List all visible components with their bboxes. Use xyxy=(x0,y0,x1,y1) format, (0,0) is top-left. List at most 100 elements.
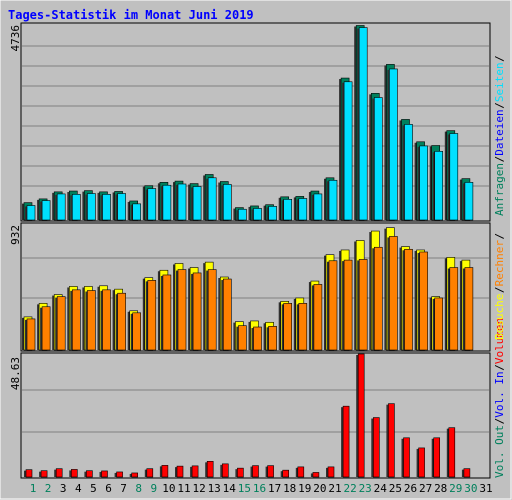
hits-bar-shadow-anfragen-9 xyxy=(142,186,145,220)
volume-bar-shadow-volumen-23 xyxy=(356,355,359,477)
visits-bar-rechner-day-25 xyxy=(389,236,398,351)
hits-bar-shadow-anfragen-18 xyxy=(278,197,281,220)
hits-bar-shadow-dateien-17 xyxy=(266,207,269,220)
visits-bar-shadow-besuche-16 xyxy=(248,321,251,350)
visits-bar-rechner-day-30 xyxy=(464,267,474,351)
visits-bar-rechner-day-14 xyxy=(223,278,232,351)
hits-bar-shadow-dateien-13 xyxy=(206,178,209,220)
volume-bar-volumen-day-21 xyxy=(327,466,335,478)
visits-bar-shadow-rechner-12 xyxy=(191,273,194,350)
hits-bar-shadow-anfragen-14 xyxy=(218,182,221,220)
legend-hits-2: Dateien xyxy=(493,109,506,155)
hits-bar-shadow-dateien-23 xyxy=(357,28,360,220)
hits-bar-dateien-day-8 xyxy=(132,203,141,221)
visits-bar-rechner-day-4 xyxy=(72,289,81,351)
hits-bar-dateien-day-7 xyxy=(117,193,126,221)
volume-bar-volumen-day-9 xyxy=(146,468,154,478)
hits-bar-shadow-dateien-28 xyxy=(432,152,435,220)
volume-bar-shadow-volumen-3 xyxy=(54,469,57,477)
x-label-day-16: 16 xyxy=(253,482,266,495)
visits-bar-shadow-rechner-30 xyxy=(462,268,465,350)
visits-bar-rechner-day-11 xyxy=(177,269,187,351)
volume-bar-volumen-day-7 xyxy=(116,471,123,478)
visits-bar-shadow-besuche-29 xyxy=(444,258,447,350)
x-label-day-18: 18 xyxy=(283,482,296,495)
volume-bar-volumen-day-19 xyxy=(297,466,305,478)
x-label-day-29: 29 xyxy=(449,482,462,495)
volume-bar-volumen-day-15 xyxy=(237,467,244,478)
hits-bar-shadow-anfragen-8 xyxy=(127,201,130,220)
hits-bar-shadow-dateien-11 xyxy=(176,184,178,220)
volume-ymax-label: 48.63 xyxy=(9,357,22,390)
visits-bar-shadow-besuche-4 xyxy=(67,287,70,350)
x-label-day-8: 8 xyxy=(135,482,142,495)
visits-bar-rechner-day-29 xyxy=(449,267,459,351)
hits-bar-shadow-anfragen-7 xyxy=(112,192,115,220)
visits-bar-shadow-rechner-23 xyxy=(357,260,360,350)
legend-volume-2: Vol. In xyxy=(493,371,506,417)
hits-bar-shadow-dateien-19 xyxy=(296,199,299,220)
legend-visits-3: / xyxy=(493,233,506,240)
volume-bar-shadow-volumen-11 xyxy=(175,467,177,477)
visits-bar-shadow-rechner-15 xyxy=(236,326,239,350)
panel-visits-bars xyxy=(22,227,474,351)
visits-bar-rechner-day-3 xyxy=(56,296,66,351)
hits-bar-shadow-anfragen-12 xyxy=(188,184,191,220)
x-label-day-14: 14 xyxy=(223,482,237,495)
legend-visits-0: Besuche xyxy=(493,294,506,340)
hits-bar-dateien-day-26 xyxy=(404,124,413,221)
visits-bar-shadow-besuche-26 xyxy=(399,247,402,350)
visits-bar-shadow-besuche-27 xyxy=(414,250,417,350)
panel-volume-grid xyxy=(22,389,489,433)
x-label-day-20: 20 xyxy=(313,482,326,495)
hits-bar-dateien-day-5 xyxy=(87,193,96,221)
visits-bar-shadow-besuche-12 xyxy=(188,268,191,350)
volume-bar-shadow-volumen-19 xyxy=(295,467,298,477)
visits-bar-shadow-besuche-2 xyxy=(37,304,40,350)
volume-bar-volumen-day-13 xyxy=(206,461,214,478)
x-label-day-1: 1 xyxy=(30,482,37,495)
hits-bar-shadow-dateien-6 xyxy=(100,195,103,220)
x-label-day-6: 6 xyxy=(105,482,112,495)
visits-bar-shadow-besuche-25 xyxy=(384,228,387,350)
visits-bar-rechner-day-22 xyxy=(343,259,353,351)
visits-bar-shadow-rechner-11 xyxy=(176,270,178,350)
visits-bar-rechner-day-13 xyxy=(207,269,217,351)
volume-bar-volumen-day-14 xyxy=(222,463,229,478)
volume-bar-shadow-volumen-15 xyxy=(235,469,238,477)
panel-hits-frame xyxy=(20,22,491,222)
hits-bar-shadow-anfragen-1 xyxy=(22,203,24,220)
hits-bar-shadow-dateien-14 xyxy=(221,185,224,220)
hits-bar-dateien-day-22 xyxy=(343,81,353,221)
visits-bar-rechner-day-21 xyxy=(328,260,338,351)
volume-bar-shadow-volumen-5 xyxy=(84,471,87,477)
volume-bar-volumen-day-23 xyxy=(357,353,365,478)
volume-bar-shadow-volumen-12 xyxy=(190,466,193,477)
visits-bar-shadow-rechner-28 xyxy=(432,298,435,350)
visits-bar-shadow-rechner-19 xyxy=(296,304,299,350)
visits-bar-rechner-day-7 xyxy=(117,292,126,351)
panel-hits-bars xyxy=(22,25,474,221)
hits-bar-shadow-dateien-24 xyxy=(372,98,375,220)
hits-bar-shadow-dateien-26 xyxy=(402,125,405,220)
hits-bar-shadow-dateien-4 xyxy=(70,195,73,220)
legend-hits-1: / xyxy=(493,156,506,163)
x-label-day-31: 31 xyxy=(479,482,492,495)
hits-bar-dateien-day-9 xyxy=(147,188,157,221)
volume-bar-volumen-day-4 xyxy=(71,469,78,478)
visits-ymax-label: 932 xyxy=(9,225,22,245)
volume-bar-volumen-day-24 xyxy=(372,417,380,478)
hits-bar-dateien-day-17 xyxy=(268,206,277,221)
hits-bar-dateien-day-20 xyxy=(313,193,323,221)
volume-bar-shadow-volumen-26 xyxy=(401,438,404,477)
visits-bar-rechner-day-20 xyxy=(313,284,323,351)
x-label-day-23: 23 xyxy=(359,482,372,495)
volume-bar-volumen-day-30 xyxy=(463,468,471,478)
hits-bar-dateien-day-30 xyxy=(464,182,474,221)
visits-bar-shadow-rechner-9 xyxy=(145,281,148,350)
visits-bar-shadow-besuche-19 xyxy=(293,298,296,350)
volume-bar-shadow-volumen-28 xyxy=(431,438,434,477)
hits-bar-dateien-day-13 xyxy=(207,177,217,221)
visits-bar-shadow-rechner-29 xyxy=(447,268,450,350)
